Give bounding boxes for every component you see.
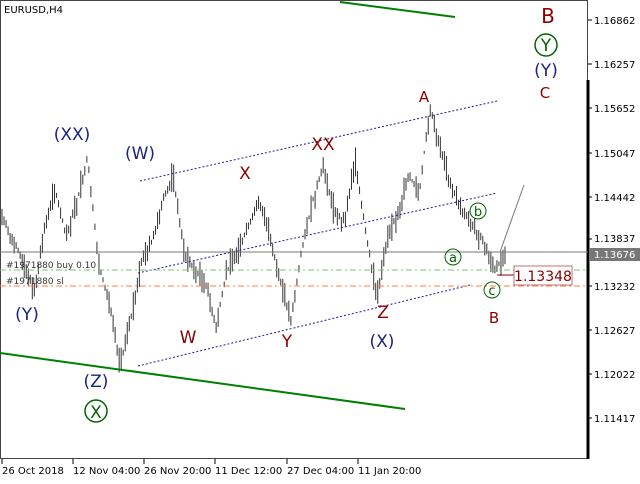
x-tick-label: 26 Oct 2018 bbox=[2, 466, 64, 477]
y-tick-label: 1.11417 bbox=[594, 414, 635, 425]
y-tick: 1.11417 bbox=[588, 414, 635, 425]
y-tick: 1.12627 bbox=[588, 326, 635, 337]
y-tick-label: 1.16257 bbox=[594, 60, 635, 71]
wave-top-y-circle-icon bbox=[534, 33, 558, 57]
wave-top-y-circle: Y bbox=[540, 36, 552, 56]
wave-x-navy: (X) bbox=[370, 332, 395, 352]
wave-b-red: B bbox=[489, 309, 499, 327]
wave-w-red: W bbox=[180, 328, 197, 348]
trend-line-upper[interactable] bbox=[339, 1, 456, 18]
current-price-label: 1.13676 bbox=[594, 250, 635, 261]
channel-lower[interactable] bbox=[137, 284, 471, 367]
order-buy-label: #1971880 buy 0.10 bbox=[6, 261, 96, 271]
wave-x-circle: X bbox=[90, 403, 102, 423]
x-tick-label: 11 Jan 20:00 bbox=[358, 466, 421, 477]
chart-frame bbox=[0, 0, 588, 459]
y-tick: 1.16862 bbox=[588, 16, 635, 27]
wave-y-red: Y bbox=[281, 332, 293, 352]
channel-upper[interactable] bbox=[139, 100, 498, 182]
price-bars bbox=[1, 104, 506, 373]
wave-z-navy: (Z) bbox=[84, 372, 109, 392]
target-box bbox=[513, 265, 573, 286]
wave-xx-navy: (XX) bbox=[54, 125, 91, 145]
y-tick-label: 1.13837 bbox=[594, 234, 635, 245]
x-tick-label: 27 Dec 04:00 bbox=[287, 466, 354, 477]
y-tick: 1.12022 bbox=[588, 370, 635, 381]
order-sl-label: #1971880 sl bbox=[6, 277, 64, 287]
wave-a-circle: a bbox=[449, 251, 457, 266]
projection-line bbox=[499, 184, 525, 253]
wave-c-circle: c bbox=[488, 284, 495, 299]
wave-b-circle: b bbox=[474, 205, 482, 220]
trend-line-lower[interactable] bbox=[0, 352, 406, 410]
y-tick-label: 1.12627 bbox=[594, 326, 635, 337]
wave-top-c: C bbox=[540, 84, 550, 102]
wave-y-navy: (Y) bbox=[15, 305, 39, 325]
x-tick-label: 12 Nov 04:00 bbox=[73, 466, 140, 477]
target-price: 1.13348 bbox=[514, 269, 572, 285]
wave-w-navy: (W) bbox=[125, 144, 155, 164]
wave-a-circle-icon bbox=[444, 248, 462, 266]
wave-a-red: A bbox=[419, 88, 430, 106]
wave-x-circle-icon bbox=[84, 399, 108, 423]
price-axis: 1.16862 1.16257 1.15652 1.15047 1.14442 … bbox=[588, 16, 640, 425]
y-tick-label: 1.15047 bbox=[594, 149, 635, 160]
x-tick: 27 Dec 04:00 bbox=[286, 459, 354, 477]
wave-xx-red: XX bbox=[311, 135, 335, 155]
y-tick-label: 1.15652 bbox=[594, 104, 635, 115]
wave-top-b: B bbox=[541, 4, 555, 28]
y-tick: 1.15047 bbox=[588, 149, 635, 160]
y-tick-label: 1.16862 bbox=[594, 16, 635, 27]
chart-title: EURUSD,H4 bbox=[4, 5, 63, 16]
wave-x-red: X bbox=[239, 164, 251, 184]
x-tick: 12 Nov 04:00 bbox=[72, 459, 140, 477]
x-tick: 26 Nov 20:00 bbox=[143, 459, 211, 477]
x-tick: 11 Dec 12:00 bbox=[214, 459, 282, 477]
x-tick: 26 Oct 2018 bbox=[1, 459, 64, 477]
y-tick-label: 1.14442 bbox=[594, 193, 635, 204]
wave-z-red: Z bbox=[377, 303, 389, 323]
x-tick-label: 11 Dec 12:00 bbox=[215, 466, 282, 477]
y-tick-label: 1.12022 bbox=[594, 370, 635, 381]
y-tick-label: 1.13232 bbox=[594, 282, 635, 293]
y-tick: 1.13837 bbox=[588, 234, 635, 245]
wave-top-y-navy: (Y) bbox=[534, 61, 558, 81]
time-axis: 26 Oct 2018 12 Nov 04:00 26 Nov 20:00 11… bbox=[1, 459, 421, 477]
x-tick-label: 26 Nov 20:00 bbox=[144, 466, 211, 477]
y-tick: 1.16257 bbox=[588, 60, 635, 71]
x-tick: 11 Jan 20:00 bbox=[357, 459, 421, 477]
y-tick: 1.15652 bbox=[588, 104, 635, 115]
wave-c-circle-icon bbox=[483, 281, 501, 299]
channel-middle[interactable] bbox=[137, 192, 498, 274]
current-price-badge bbox=[589, 248, 640, 261]
y-tick: 1.14442 bbox=[588, 193, 635, 204]
wave-b-circle-icon bbox=[469, 202, 487, 220]
y-tick: 1.13232 bbox=[588, 282, 635, 293]
